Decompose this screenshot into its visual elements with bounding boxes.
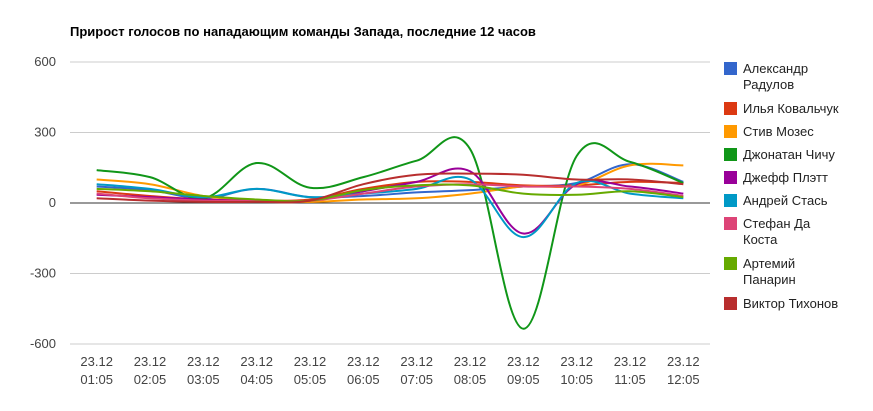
grid-lines	[70, 61, 710, 345]
legend-label: Стефан Да Коста	[743, 216, 811, 247]
chart-title: Прирост голосов по нападающим команды За…	[70, 24, 536, 39]
legend-swatch	[724, 171, 737, 184]
series-line-артемий-панарин	[96, 183, 684, 203]
legend: Александр Радулов Илья Ковальчук Стив Мозес…	[724, 61, 839, 311]
x-tick-label: 23.12 05:05	[294, 354, 327, 387]
x-tick-label: 23.12 10:05	[560, 354, 593, 387]
legend-swatch	[724, 297, 737, 310]
x-axis-ticks: 23.12 01:05 23.12 02:05 23.12 03:05 23.12 04:05…	[80, 354, 699, 387]
legend-item[interactable]: Стефан Да Коста	[724, 216, 811, 247]
y-tick-label: -600	[30, 336, 56, 351]
x-tick-label: 23.12 04:05	[240, 354, 273, 387]
legend-swatch	[724, 125, 737, 138]
x-tick-label: 23.12 01:05	[80, 354, 113, 387]
legend-item[interactable]: Александр Радулов	[724, 61, 808, 92]
x-tick-label: 23.12 08:05	[454, 354, 487, 387]
legend-label: Джефф Плэтт	[743, 170, 828, 185]
legend-label: Джонатан Чичу	[743, 147, 835, 162]
y-tick-label: 0	[49, 195, 56, 210]
legend-item[interactable]: Артемий Панарин	[724, 256, 796, 287]
x-tick-label: 23.12 09:05	[507, 354, 540, 387]
legend-swatch	[724, 194, 737, 207]
legend-label: Стив Мозес	[743, 124, 814, 139]
legend-swatch	[724, 217, 737, 230]
series-line-джонатан-чичу	[96, 136, 684, 330]
legend-label: Александр Радулов	[743, 61, 808, 92]
y-tick-label: 600	[34, 54, 56, 69]
legend-swatch	[724, 102, 737, 115]
legend-item[interactable]: Илья Ковальчук	[724, 101, 839, 116]
series-line-виктор-тихонов	[96, 172, 684, 204]
legend-item[interactable]: Стив Мозес	[724, 124, 814, 139]
legend-item[interactable]: Виктор Тихонов	[724, 296, 838, 311]
y-tick-label: -300	[30, 266, 56, 281]
series-line-джефф-плэтт	[96, 167, 684, 235]
x-tick-label: 23.12 12:05	[667, 354, 700, 387]
series-line-андрей-стась	[96, 175, 684, 239]
legend-label: Андрей Стась	[743, 193, 828, 208]
x-tick-label: 23.12 06:05	[347, 354, 380, 387]
legend-label: Виктор Тихонов	[743, 296, 838, 311]
legend-swatch	[724, 62, 737, 75]
series-line-стефан-да-коста	[96, 183, 684, 203]
series-lines	[96, 136, 684, 330]
x-tick-label: 23.12 03:05	[187, 354, 220, 387]
legend-item[interactable]: Андрей Стась	[724, 193, 828, 208]
y-tick-label: 300	[34, 125, 56, 140]
legend-swatch	[724, 257, 737, 270]
legend-label: Артемий Панарин	[743, 256, 796, 287]
legend-item[interactable]: Джонатан Чичу	[724, 147, 835, 162]
x-tick-label: 23.12 11:05	[614, 354, 647, 387]
legend-swatch	[724, 148, 737, 161]
y-axis-ticks: 600 300 0 -300 -600	[30, 54, 56, 351]
x-tick-label: 23.12 02:05	[134, 354, 167, 387]
x-tick-label: 23.12 07:05	[400, 354, 433, 387]
legend-item[interactable]: Джефф Плэтт	[724, 170, 828, 185]
legend-label: Илья Ковальчук	[743, 101, 839, 116]
